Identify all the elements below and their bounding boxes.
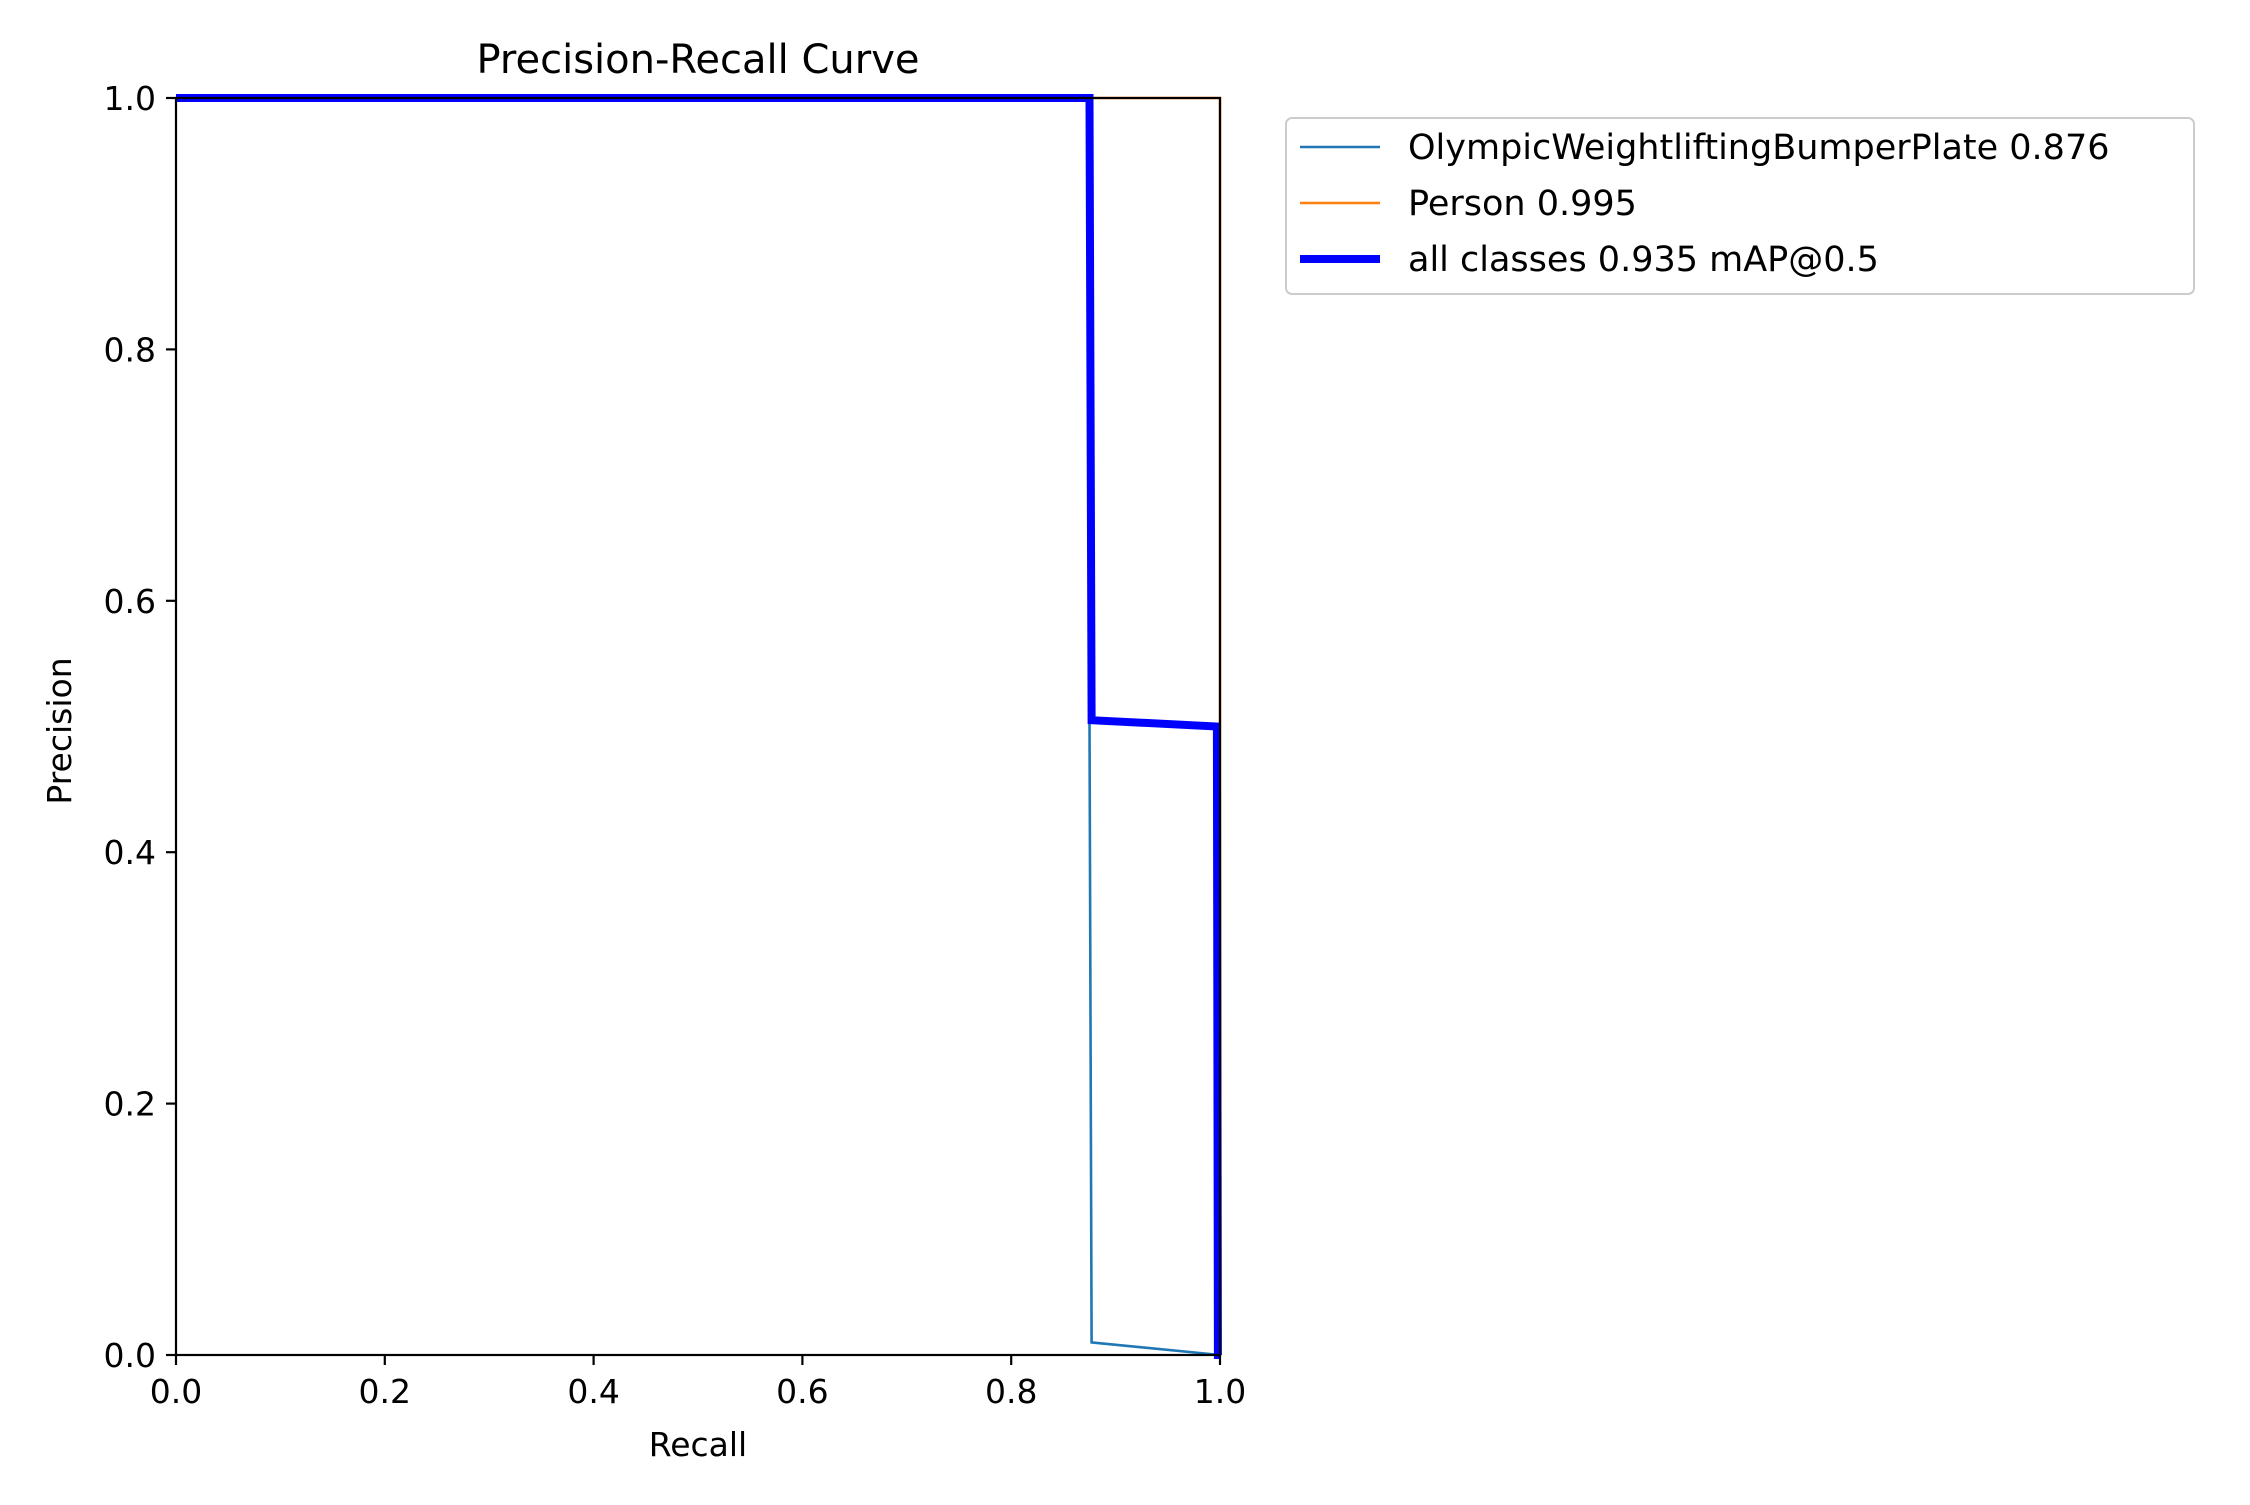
legend-frame [1285,117,2195,295]
chart-title: Precision-Recall Curve [477,37,920,83]
x-tick-label: 0.8 [985,1372,1037,1411]
legend-label-2: all classes 0.935 mAP@0.5 [1408,240,1879,280]
x-tick-label: 0.6 [776,1372,828,1411]
y-axis-label: Precision [40,657,79,804]
x-tick-label: 0.4 [567,1372,619,1411]
legend: OlympicWeightliftingBumperPlate 0.876 Per… [1285,117,2195,295]
y-tick-label: 0.8 [104,330,156,369]
x-tick-label: 1.0 [1194,1372,1246,1411]
y-tick-label: 1.0 [104,79,156,118]
legend-label-1: Person 0.995 [1408,184,1637,224]
plot-frame [174,96,1222,1357]
legend-label-0: OlympicWeightliftingBumperPlate 0.876 [1408,128,2110,168]
ticks-layer: 0.0 0.2 0.4 0.6 0.8 1.0 0.0 0.2 0.4 0.6 0.8 1.0 [104,79,1247,1411]
y-tick-label: 0.2 [104,1085,156,1124]
y-tick-label: 0.4 [104,833,156,872]
x-tick-label: 0.2 [359,1372,411,1411]
y-tick-label: 0.6 [104,582,156,621]
x-tick-label: 0.0 [150,1372,202,1411]
y-tick-label: 0.0 [104,1336,156,1375]
x-axis-label: Recall [649,1425,747,1464]
